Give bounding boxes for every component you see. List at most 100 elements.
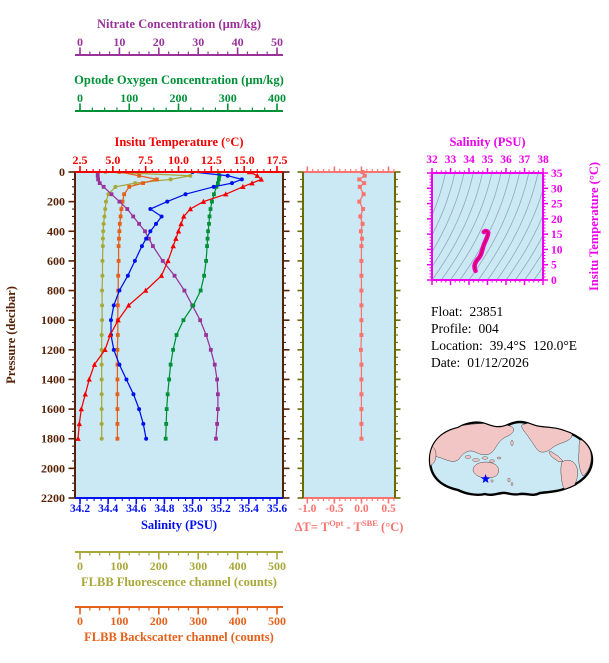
isopycnal-contour — [514, 234, 543, 280]
tick-label: 500 — [268, 614, 286, 628]
data-point — [205, 236, 210, 241]
data-point — [103, 207, 108, 212]
data-point — [143, 229, 147, 234]
tick-label: 1000 — [41, 313, 65, 327]
data-point — [91, 361, 98, 367]
data-point — [86, 376, 92, 382]
tick-label: 300 — [189, 559, 207, 573]
isopycnal-contour — [524, 251, 543, 280]
data-point — [240, 183, 246, 190]
data-point — [137, 221, 141, 226]
island — [510, 482, 514, 486]
delta-t-axis-title: ΔT= TOpt - TSBE (°C) — [284, 518, 414, 535]
tick-label: 20 — [153, 35, 165, 49]
info-label: Location: — [431, 338, 483, 353]
data-point — [359, 318, 364, 323]
data-point — [359, 362, 364, 367]
salinity-axis: 34.2 34.4 34.6 34.8 35.0 35.2 35.4 35.6 Salinity… — [70, 497, 287, 532]
data-point — [223, 191, 229, 197]
tick-label: 7.5 — [138, 153, 153, 167]
data-point — [181, 213, 187, 219]
info-label: Float: — [431, 304, 463, 319]
delta-t-title-sup: SBE — [361, 518, 378, 528]
tick-label: 34.6 — [126, 503, 146, 515]
tick-label: 100 — [110, 559, 128, 573]
data-point — [359, 258, 364, 263]
data-point — [357, 199, 362, 204]
tick-label: 1800 — [41, 432, 65, 446]
series-line — [110, 172, 244, 439]
data-point — [202, 273, 207, 278]
data-point — [163, 436, 168, 441]
profile-series-group — [75, 172, 264, 441]
tick-label: 100 — [110, 614, 128, 628]
island — [489, 459, 495, 463]
data-point — [116, 244, 121, 248]
tick-label: 200 — [170, 91, 188, 105]
tick-label: 34.4 — [98, 503, 118, 515]
data-point — [137, 407, 142, 412]
data-point — [216, 392, 220, 397]
data-point — [148, 229, 153, 234]
continent — [564, 422, 580, 431]
series-backscatter — [115, 172, 159, 441]
data-point — [108, 318, 113, 323]
delta-t-panel: -1.0 -0.5 0.0 0.5 — [297, 166, 401, 515]
tick-label: 800 — [47, 284, 65, 298]
data-point — [117, 288, 122, 293]
island — [507, 477, 511, 483]
isopycnal-contour — [432, 173, 474, 268]
isopycnal-contour — [468, 173, 520, 280]
world-map — [428, 420, 594, 497]
data-point — [100, 244, 105, 249]
data-point — [229, 181, 234, 186]
data-point — [207, 214, 212, 219]
data-point — [167, 377, 172, 382]
data-point — [200, 198, 207, 204]
data-point — [165, 199, 170, 204]
data-point — [124, 377, 129, 382]
data-point — [208, 347, 213, 352]
data-point — [100, 258, 105, 263]
data-point — [178, 220, 184, 227]
data-point — [99, 377, 104, 382]
tick-label: 5 — [551, 260, 557, 272]
isopycnal-contours — [432, 173, 543, 280]
data-point — [117, 236, 121, 241]
tick-label: 200 — [47, 195, 65, 209]
data-point — [359, 421, 364, 426]
data-point — [118, 214, 123, 219]
data-point — [181, 318, 186, 323]
data-point — [75, 435, 81, 441]
float-info-panel: Float: 23851 Profile: 004 Location: 39.4°S … — [431, 303, 577, 371]
data-point — [99, 421, 104, 426]
isopycnal-contour — [505, 214, 543, 280]
tick-label: 15.0 — [234, 153, 255, 167]
data-point — [205, 244, 209, 248]
data-point — [115, 303, 120, 308]
data-point — [362, 173, 367, 178]
tick-label: 0 — [551, 275, 557, 287]
data-point — [115, 422, 120, 426]
axis-title: Pressure (decibar) — [4, 286, 18, 384]
tick-label: -0.5 — [325, 503, 343, 515]
data-point — [168, 362, 173, 367]
data-point — [215, 377, 220, 382]
island — [472, 458, 480, 462]
data-point — [99, 392, 104, 397]
data-point — [361, 192, 366, 197]
data-point — [101, 229, 106, 234]
data-point — [159, 214, 164, 219]
info-label: Profile: — [431, 321, 472, 336]
data-point — [132, 258, 137, 263]
isopycnal-contour — [459, 173, 511, 280]
fluorescence-axis-ruler: 0 100 200 300 400 500 FLBB Fluorescence channe… — [75, 551, 286, 589]
data-point — [111, 347, 116, 352]
continent — [430, 423, 514, 462]
tick-label: 34.2 — [70, 503, 90, 515]
data-point — [125, 207, 130, 211]
data-point — [165, 392, 170, 397]
tick-label: 0 — [77, 91, 83, 105]
